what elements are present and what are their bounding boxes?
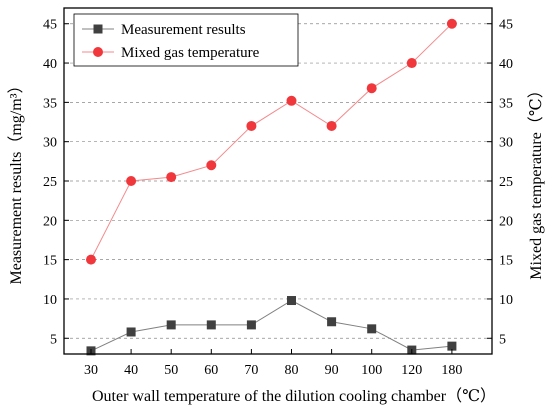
right-y-tick-label: 40 bbox=[499, 57, 513, 72]
measurement-point bbox=[287, 296, 296, 306]
left-y-axis-label: Measurement results（mg/m³） bbox=[7, 78, 25, 285]
x-tick-label: 90 bbox=[325, 363, 339, 378]
tick-layer: 5 5 10 10 15 15 20 20 25 25 30 30 35 35 40 40 45 45 30 40 50… bbox=[43, 18, 513, 378]
x-tick-label: 180 bbox=[441, 363, 462, 378]
temperature-point bbox=[246, 120, 257, 131]
right-y-tick-label: 15 bbox=[499, 254, 513, 269]
right-y-tick-label: 10 bbox=[499, 293, 513, 308]
left-y-tick-label: 20 bbox=[43, 214, 57, 229]
legend-circle-icon bbox=[93, 47, 103, 57]
x-axis-label: Outer wall temperature of the dilution c… bbox=[92, 387, 496, 405]
right-y-tick-label: 5 bbox=[499, 332, 506, 347]
right-y-tick-label: 20 bbox=[499, 214, 513, 229]
x-tick-label: 70 bbox=[244, 363, 258, 378]
left-y-tick-label: 15 bbox=[43, 254, 57, 269]
temperature-point bbox=[206, 160, 217, 171]
left-y-tick-label: 40 bbox=[43, 57, 57, 72]
left-y-tick-label: 25 bbox=[43, 175, 57, 190]
left-y-tick-label: 35 bbox=[43, 96, 57, 111]
temperature-point bbox=[126, 176, 137, 186]
right-y-tick-label: 25 bbox=[499, 175, 513, 190]
x-tick-label: 120 bbox=[401, 363, 422, 378]
x-tick-label: 60 bbox=[204, 363, 218, 378]
temperature-line bbox=[90, 23, 453, 260]
temperature-point bbox=[406, 58, 417, 69]
right-y-axis-label: Mixed gas temperature（℃） bbox=[527, 82, 545, 279]
series-lines bbox=[90, 23, 453, 352]
x-tick-label: 40 bbox=[124, 363, 138, 378]
right-y-tick-label: 35 bbox=[499, 96, 513, 111]
temperature-point bbox=[286, 95, 297, 106]
x-tick-label: 80 bbox=[285, 363, 299, 378]
series-markers bbox=[86, 18, 457, 356]
left-y-tick-label: 45 bbox=[43, 18, 57, 33]
x-tick-label: 50 bbox=[164, 363, 178, 378]
x-tick-label: 100 bbox=[361, 363, 382, 378]
measurement-point bbox=[327, 317, 337, 327]
right-y-tick-label: 30 bbox=[499, 136, 513, 151]
left-y-tick-label: 10 bbox=[43, 293, 57, 308]
temperature-point bbox=[326, 120, 337, 131]
temperature-point bbox=[446, 18, 457, 29]
temperature-point bbox=[86, 254, 96, 265]
measurement-point bbox=[166, 320, 176, 330]
right-y-tick-label: 45 bbox=[499, 18, 513, 33]
measurement-point bbox=[126, 327, 136, 337]
x-tick-label: 30 bbox=[84, 363, 98, 378]
left-y-tick-label: 30 bbox=[43, 136, 57, 151]
measurement-point bbox=[367, 324, 377, 334]
legend-box bbox=[73, 13, 299, 67]
measurement-point bbox=[206, 320, 216, 330]
temperature-point bbox=[166, 172, 177, 183]
measurement-line bbox=[90, 299, 452, 352]
temperature-point bbox=[366, 83, 377, 94]
legend-square-icon bbox=[93, 24, 103, 34]
grid-layer bbox=[64, 23, 492, 339]
measurement-point bbox=[246, 320, 256, 330]
left-y-tick-label: 5 bbox=[50, 332, 57, 347]
legend-label-temperature: Mixed gas temperature bbox=[121, 45, 260, 61]
measurement-point bbox=[447, 341, 457, 351]
legend-label-measurement: Measurement results bbox=[121, 22, 246, 38]
legend: Measurement results Mixed gas temperatur… bbox=[73, 13, 299, 67]
